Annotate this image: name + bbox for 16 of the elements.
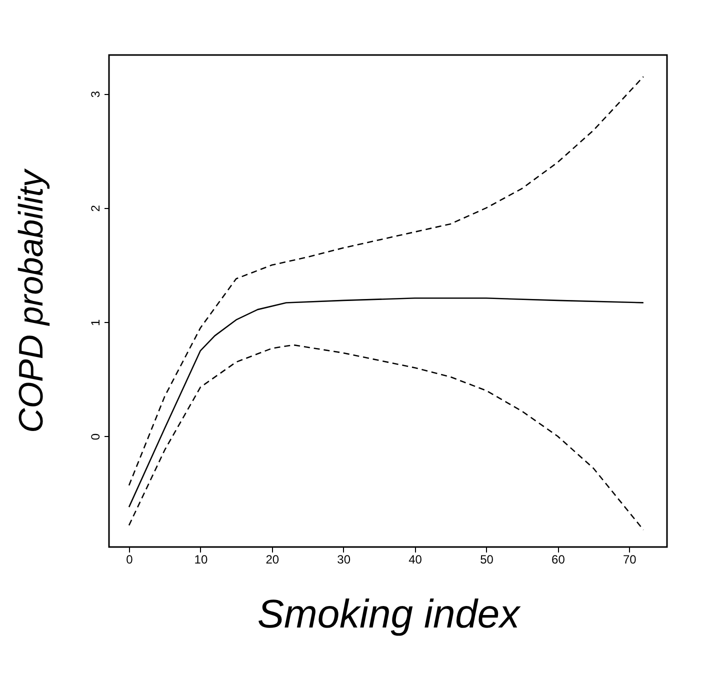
x-tick-label: 30 (337, 552, 351, 566)
x-tick-label: 10 (194, 552, 208, 566)
x-tick-label: 0 (126, 552, 134, 566)
x-axis-title: Smoking index (257, 592, 522, 636)
x-tick-label: 50 (480, 552, 494, 566)
y-tick-label: 3 (88, 90, 102, 98)
x-tick-label: 20 (266, 552, 280, 566)
y-axis-title: COPD probability (12, 168, 50, 433)
line-series (128, 76, 644, 486)
x-tick-label: 40 (408, 552, 422, 566)
x-tick-label: 60 (552, 552, 566, 566)
line-series (128, 297, 644, 508)
x-tick-label: 70 (622, 552, 637, 566)
y-tick-label: 1 (88, 318, 102, 326)
y-tick-label: 2 (88, 204, 102, 212)
y-tick-label: 0 (88, 433, 102, 440)
